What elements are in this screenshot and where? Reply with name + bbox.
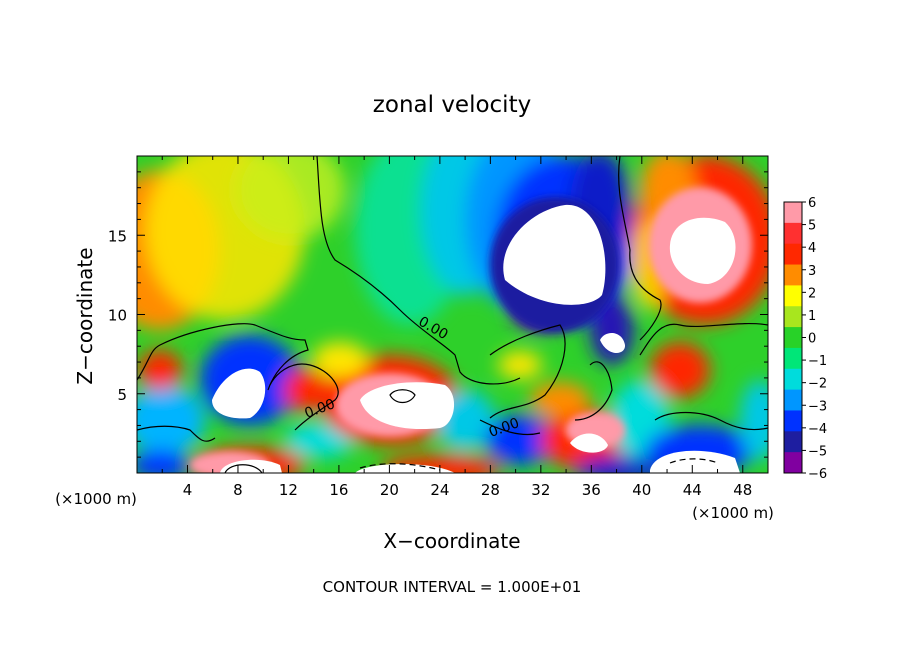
x-tick-label: 8: [233, 481, 243, 499]
colorbar-label: 0: [808, 332, 816, 347]
colorbar-swatch: [784, 327, 802, 349]
colorbar-label: −6: [808, 467, 827, 482]
x-tick-label: 16: [329, 481, 348, 499]
y-tick-label: 15: [108, 227, 127, 245]
x-tick-label: 12: [279, 481, 298, 499]
colorbar-swatch: [784, 389, 802, 411]
y-tick-label: 5: [117, 386, 127, 404]
colorbar-swatch: [784, 222, 802, 245]
x-axis-label: X−coordinate: [383, 529, 520, 553]
colorbar-swatch: [784, 306, 802, 328]
colorbar: 6 5 4 3 2 1 0 −1 −2 −3 −4 −5 −6: [783, 196, 827, 482]
x-tick-label: 40: [632, 481, 651, 499]
x-tick-label: 4: [183, 481, 193, 499]
colorbar-label: 1: [808, 309, 816, 324]
colorbar-label: −3: [808, 399, 827, 414]
colorbar-label: −4: [808, 422, 827, 437]
x-tick-label: 32: [531, 481, 550, 499]
colorbar-label: 5: [808, 219, 816, 234]
colorbar-swatch: [784, 410, 802, 432]
colorbar-label: 4: [808, 241, 816, 256]
colorbar-label: 6: [808, 196, 816, 211]
x-tick-label: 20: [380, 481, 399, 499]
colorbar-label: −1: [808, 354, 827, 369]
colorbar-swatch: [784, 347, 802, 370]
heatmap-field: [137, 156, 768, 473]
colorbar-swatch: [784, 243, 802, 266]
x-tick-label: 44: [683, 481, 702, 499]
colorbar-label: 3: [808, 264, 816, 279]
colorbar-swatch: [784, 202, 802, 224]
x-unit-right: (×1000 m): [692, 504, 774, 522]
x-tick-label: 48: [733, 481, 752, 499]
contour-interval-note: CONTOUR INTERVAL = 1.000E+01: [323, 578, 582, 596]
chart-title: zonal velocity: [373, 92, 531, 118]
colorbar-swatch: [784, 368, 802, 391]
y-axis-label: Z−coordinate: [73, 247, 97, 384]
colorbar-swatch: [784, 285, 802, 307]
colorbar-label: −2: [808, 377, 827, 392]
colorbar-swatch: [784, 264, 802, 286]
colorbar-swatch: [784, 431, 802, 453]
colorbar-label: −5: [808, 444, 827, 459]
y-tick-label: 10: [108, 307, 127, 325]
x-tick-label: 24: [430, 481, 449, 499]
x-tick-label: 36: [582, 481, 601, 499]
x-tick-label: 28: [481, 481, 500, 499]
contour-lines: [137, 156, 768, 473]
colorbar-label: 2: [808, 286, 816, 301]
colorbar-swatch: [784, 452, 802, 474]
x-unit-left: (×1000 m): [55, 490, 137, 508]
